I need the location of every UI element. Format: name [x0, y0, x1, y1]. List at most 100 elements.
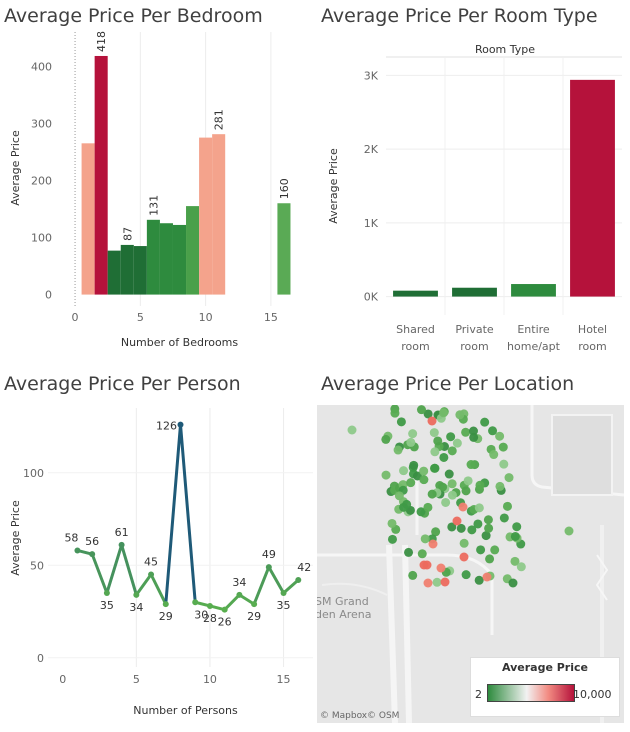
map-point — [461, 427, 471, 437]
map-point — [510, 531, 520, 541]
map-point — [461, 570, 471, 580]
person-point-label: 29 — [247, 610, 261, 623]
map-point — [480, 417, 490, 427]
map-place-label-2: den Arena — [317, 608, 372, 621]
person-line-segment — [252, 565, 271, 606]
person-point — [118, 541, 125, 548]
map-point — [406, 478, 416, 488]
map-point — [423, 578, 433, 588]
person-point-label: 126 — [156, 420, 177, 433]
map-point — [406, 437, 416, 447]
map-point — [481, 531, 491, 541]
room-type-x-label: Hotel — [578, 323, 607, 336]
map-point — [381, 434, 391, 444]
bedroom-x-tick: 15 — [264, 311, 278, 324]
map-place-label-1: SM Grand — [317, 595, 369, 608]
room-type-y-tick: 2K — [364, 143, 379, 156]
map-point — [439, 452, 449, 462]
person-point-label: 61 — [115, 526, 129, 539]
bedroom-bar — [133, 246, 147, 295]
map-point — [483, 515, 493, 525]
map-point — [495, 431, 505, 441]
map-point — [452, 516, 462, 526]
room-type-x-label: room — [401, 340, 429, 353]
map-attribution-osm[interactable]: © OSM — [367, 711, 399, 721]
map-point — [467, 525, 477, 535]
map-point — [440, 577, 450, 587]
map-point — [446, 432, 456, 442]
map-point — [439, 408, 449, 418]
map-point — [422, 560, 432, 570]
person-line-segment — [223, 593, 241, 612]
person-point — [221, 606, 228, 613]
bedroom-bar-label: 281 — [213, 109, 226, 130]
room-type-bar-chart[interactable]: Room Type 0K 1K 2K 3K Shared room Private room En… — [315, 0, 630, 360]
person-x-tick: 5 — [133, 673, 140, 686]
map-point — [488, 426, 498, 436]
bedroom-y-tick: 0 — [45, 289, 52, 302]
room-type-y-tick: 0K — [364, 291, 379, 304]
map-point — [419, 466, 429, 476]
map-point — [447, 446, 457, 456]
person-point — [89, 551, 96, 558]
map-point — [476, 545, 486, 555]
map-point — [504, 473, 514, 483]
map-point — [498, 442, 508, 452]
person-line-segment — [149, 573, 168, 606]
map-point — [428, 539, 438, 549]
map-point — [444, 469, 454, 479]
bedroom-bar — [159, 223, 173, 295]
person-point-label: 26 — [218, 616, 232, 629]
person-line-segment — [134, 573, 153, 597]
person-point — [295, 577, 302, 584]
bedroom-bar — [81, 143, 95, 295]
legend-gradient — [487, 684, 575, 702]
person-point — [74, 547, 81, 554]
map-point — [510, 556, 520, 566]
map-point — [512, 522, 522, 532]
map-point — [502, 501, 512, 511]
map-point — [432, 577, 442, 587]
person-point-label: 45 — [144, 556, 158, 569]
legend-max: 10,000 — [573, 688, 612, 701]
map-point — [396, 417, 406, 427]
bedroom-bar-label: 418 — [95, 31, 108, 52]
person-line-segment — [267, 565, 286, 595]
map-attribution-mapbox[interactable]: © Mapbox — [320, 711, 368, 721]
location-map[interactable]: SM Grand den Arena © Mapbox © OSM Averag… — [317, 405, 624, 723]
map-point — [456, 523, 466, 533]
person-point-label: 30 — [194, 608, 208, 621]
map-point — [484, 523, 494, 533]
room-type-chart-title: Average Price Per Room Type — [321, 5, 598, 27]
person-point — [236, 591, 243, 598]
bedroom-bar — [120, 244, 134, 295]
map-point — [427, 416, 437, 426]
map-point — [495, 481, 505, 491]
map-point — [436, 563, 446, 573]
map-point — [475, 480, 485, 490]
map-point — [516, 562, 526, 572]
map-point — [419, 475, 429, 485]
map-point — [452, 438, 462, 448]
bedroom-x-axis-title: Number of Bedrooms — [121, 336, 239, 349]
person-point-label: 29 — [159, 610, 173, 623]
map-point — [482, 572, 492, 582]
person-y-tick: 0 — [37, 652, 44, 665]
person-point — [192, 599, 199, 606]
person-point-label: 34 — [129, 601, 143, 614]
bedroom-y-axis-title: Average Price — [9, 130, 22, 206]
bedroom-bar-chart[interactable]: 418 87 131 281 160 0 100 200 300 400 0 5 10 15 Number … — [0, 0, 315, 360]
person-y-axis-title: Average Price — [9, 500, 22, 576]
map-point — [466, 460, 476, 470]
person-point — [133, 591, 140, 598]
person-point — [177, 421, 184, 428]
map-point — [408, 429, 418, 439]
room-type-x-label: Shared — [396, 323, 435, 336]
map-point — [441, 497, 451, 507]
map-point — [430, 447, 440, 457]
map-point — [427, 489, 437, 499]
person-line-segment — [105, 543, 124, 595]
legend-title: Average Price — [501, 661, 588, 674]
bedroom-y-tick: 300 — [31, 117, 52, 130]
